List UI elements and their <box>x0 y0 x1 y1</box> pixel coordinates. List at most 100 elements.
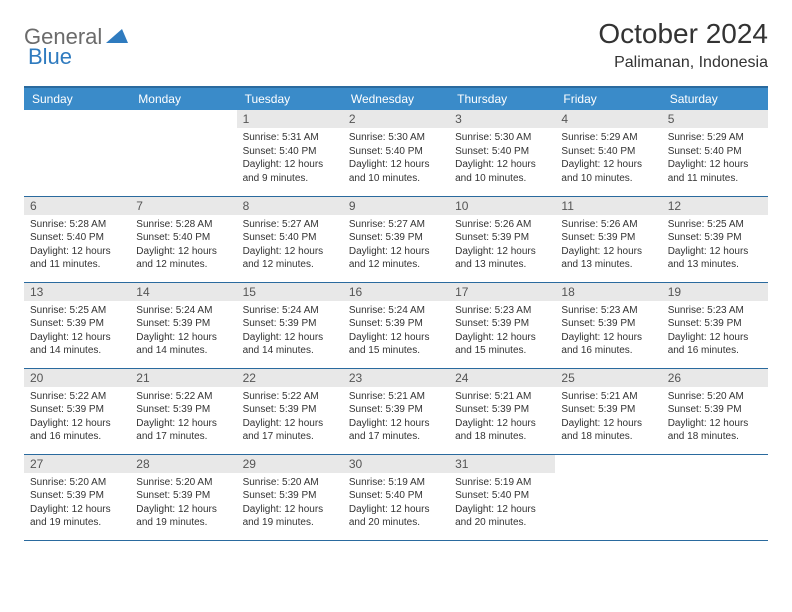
triangle-icon <box>106 27 128 48</box>
calendar-row: 13Sunrise: 5:25 AMSunset: 5:39 PMDayligh… <box>24 282 768 368</box>
day-body: Sunrise: 5:29 AMSunset: 5:40 PMDaylight:… <box>555 128 661 188</box>
day-number: 4 <box>555 110 661 128</box>
weekday-header: Tuesday <box>237 87 343 110</box>
calendar-cell: 26Sunrise: 5:20 AMSunset: 5:39 PMDayligh… <box>662 368 768 454</box>
weekday-header: Wednesday <box>343 87 449 110</box>
day-number: 19 <box>662 283 768 301</box>
weekday-row: SundayMondayTuesdayWednesdayThursdayFrid… <box>24 87 768 110</box>
day-body: Sunrise: 5:20 AMSunset: 5:39 PMDaylight:… <box>130 473 236 533</box>
day-number: 26 <box>662 369 768 387</box>
calendar-cell <box>555 454 661 540</box>
day-number: 25 <box>555 369 661 387</box>
day-number: 30 <box>343 455 449 473</box>
calendar-cell: 25Sunrise: 5:21 AMSunset: 5:39 PMDayligh… <box>555 368 661 454</box>
calendar-cell: 28Sunrise: 5:20 AMSunset: 5:39 PMDayligh… <box>130 454 236 540</box>
weekday-header: Monday <box>130 87 236 110</box>
day-body: Sunrise: 5:21 AMSunset: 5:39 PMDaylight:… <box>449 387 555 447</box>
month-title: October 2024 <box>598 18 768 50</box>
day-body: Sunrise: 5:24 AMSunset: 5:39 PMDaylight:… <box>237 301 343 361</box>
day-number: 24 <box>449 369 555 387</box>
day-body: Sunrise: 5:23 AMSunset: 5:39 PMDaylight:… <box>662 301 768 361</box>
day-number: 22 <box>237 369 343 387</box>
calendar-cell: 17Sunrise: 5:23 AMSunset: 5:39 PMDayligh… <box>449 282 555 368</box>
calendar-row: 1Sunrise: 5:31 AMSunset: 5:40 PMDaylight… <box>24 110 768 196</box>
calendar-cell: 3Sunrise: 5:30 AMSunset: 5:40 PMDaylight… <box>449 110 555 196</box>
calendar-cell: 29Sunrise: 5:20 AMSunset: 5:39 PMDayligh… <box>237 454 343 540</box>
day-body: Sunrise: 5:26 AMSunset: 5:39 PMDaylight:… <box>449 215 555 275</box>
calendar-cell: 14Sunrise: 5:24 AMSunset: 5:39 PMDayligh… <box>130 282 236 368</box>
day-number: 29 <box>237 455 343 473</box>
calendar-cell: 21Sunrise: 5:22 AMSunset: 5:39 PMDayligh… <box>130 368 236 454</box>
day-number: 10 <box>449 197 555 215</box>
calendar-cell: 23Sunrise: 5:21 AMSunset: 5:39 PMDayligh… <box>343 368 449 454</box>
day-body: Sunrise: 5:19 AMSunset: 5:40 PMDaylight:… <box>449 473 555 533</box>
day-body: Sunrise: 5:28 AMSunset: 5:40 PMDaylight:… <box>24 215 130 275</box>
calendar-cell: 16Sunrise: 5:24 AMSunset: 5:39 PMDayligh… <box>343 282 449 368</box>
day-number: 7 <box>130 197 236 215</box>
calendar-cell: 15Sunrise: 5:24 AMSunset: 5:39 PMDayligh… <box>237 282 343 368</box>
day-body: Sunrise: 5:30 AMSunset: 5:40 PMDaylight:… <box>449 128 555 188</box>
day-body: Sunrise: 5:21 AMSunset: 5:39 PMDaylight:… <box>555 387 661 447</box>
day-body: Sunrise: 5:30 AMSunset: 5:40 PMDaylight:… <box>343 128 449 188</box>
day-number: 3 <box>449 110 555 128</box>
day-number: 28 <box>130 455 236 473</box>
day-number: 21 <box>130 369 236 387</box>
calendar-cell: 20Sunrise: 5:22 AMSunset: 5:39 PMDayligh… <box>24 368 130 454</box>
calendar-cell: 7Sunrise: 5:28 AMSunset: 5:40 PMDaylight… <box>130 196 236 282</box>
calendar-row: 20Sunrise: 5:22 AMSunset: 5:39 PMDayligh… <box>24 368 768 454</box>
day-body: Sunrise: 5:20 AMSunset: 5:39 PMDaylight:… <box>24 473 130 533</box>
calendar-row: 27Sunrise: 5:20 AMSunset: 5:39 PMDayligh… <box>24 454 768 540</box>
day-number: 12 <box>662 197 768 215</box>
calendar-cell: 8Sunrise: 5:27 AMSunset: 5:40 PMDaylight… <box>237 196 343 282</box>
day-number: 1 <box>237 110 343 128</box>
calendar-cell: 31Sunrise: 5:19 AMSunset: 5:40 PMDayligh… <box>449 454 555 540</box>
calendar-row: 6Sunrise: 5:28 AMSunset: 5:40 PMDaylight… <box>24 196 768 282</box>
day-number: 13 <box>24 283 130 301</box>
day-body: Sunrise: 5:24 AMSunset: 5:39 PMDaylight:… <box>343 301 449 361</box>
day-number: 11 <box>555 197 661 215</box>
calendar-cell: 27Sunrise: 5:20 AMSunset: 5:39 PMDayligh… <box>24 454 130 540</box>
day-body: Sunrise: 5:21 AMSunset: 5:39 PMDaylight:… <box>343 387 449 447</box>
day-number: 9 <box>343 197 449 215</box>
day-number: 17 <box>449 283 555 301</box>
day-number: 31 <box>449 455 555 473</box>
calendar-cell: 9Sunrise: 5:27 AMSunset: 5:39 PMDaylight… <box>343 196 449 282</box>
calendar-cell: 30Sunrise: 5:19 AMSunset: 5:40 PMDayligh… <box>343 454 449 540</box>
day-number: 14 <box>130 283 236 301</box>
day-number: 16 <box>343 283 449 301</box>
calendar-cell: 19Sunrise: 5:23 AMSunset: 5:39 PMDayligh… <box>662 282 768 368</box>
title-block: October 2024 Palimanan, Indonesia <box>598 18 768 72</box>
day-number: 8 <box>237 197 343 215</box>
calendar-cell <box>24 110 130 196</box>
calendar-cell: 22Sunrise: 5:22 AMSunset: 5:39 PMDayligh… <box>237 368 343 454</box>
day-body: Sunrise: 5:28 AMSunset: 5:40 PMDaylight:… <box>130 215 236 275</box>
day-number: 18 <box>555 283 661 301</box>
day-number: 5 <box>662 110 768 128</box>
header: General October 2024 Palimanan, Indonesi… <box>24 18 768 72</box>
logo-text-blue: Blue <box>28 44 72 70</box>
day-number: 27 <box>24 455 130 473</box>
calendar-cell: 24Sunrise: 5:21 AMSunset: 5:39 PMDayligh… <box>449 368 555 454</box>
calendar-cell <box>662 454 768 540</box>
day-body: Sunrise: 5:29 AMSunset: 5:40 PMDaylight:… <box>662 128 768 188</box>
day-body: Sunrise: 5:27 AMSunset: 5:40 PMDaylight:… <box>237 215 343 275</box>
weekday-header: Friday <box>555 87 661 110</box>
calendar-cell: 5Sunrise: 5:29 AMSunset: 5:40 PMDaylight… <box>662 110 768 196</box>
weekday-header: Thursday <box>449 87 555 110</box>
calendar-cell: 1Sunrise: 5:31 AMSunset: 5:40 PMDaylight… <box>237 110 343 196</box>
weekday-header: Saturday <box>662 87 768 110</box>
day-body: Sunrise: 5:19 AMSunset: 5:40 PMDaylight:… <box>343 473 449 533</box>
calendar-cell: 12Sunrise: 5:25 AMSunset: 5:39 PMDayligh… <box>662 196 768 282</box>
day-body: Sunrise: 5:25 AMSunset: 5:39 PMDaylight:… <box>24 301 130 361</box>
day-body: Sunrise: 5:26 AMSunset: 5:39 PMDaylight:… <box>555 215 661 275</box>
day-body: Sunrise: 5:22 AMSunset: 5:39 PMDaylight:… <box>24 387 130 447</box>
calendar-cell: 4Sunrise: 5:29 AMSunset: 5:40 PMDaylight… <box>555 110 661 196</box>
weekday-header: Sunday <box>24 87 130 110</box>
day-number: 15 <box>237 283 343 301</box>
day-body: Sunrise: 5:27 AMSunset: 5:39 PMDaylight:… <box>343 215 449 275</box>
calendar-cell: 6Sunrise: 5:28 AMSunset: 5:40 PMDaylight… <box>24 196 130 282</box>
day-body: Sunrise: 5:20 AMSunset: 5:39 PMDaylight:… <box>237 473 343 533</box>
calendar-cell: 11Sunrise: 5:26 AMSunset: 5:39 PMDayligh… <box>555 196 661 282</box>
day-body: Sunrise: 5:24 AMSunset: 5:39 PMDaylight:… <box>130 301 236 361</box>
day-number: 6 <box>24 197 130 215</box>
